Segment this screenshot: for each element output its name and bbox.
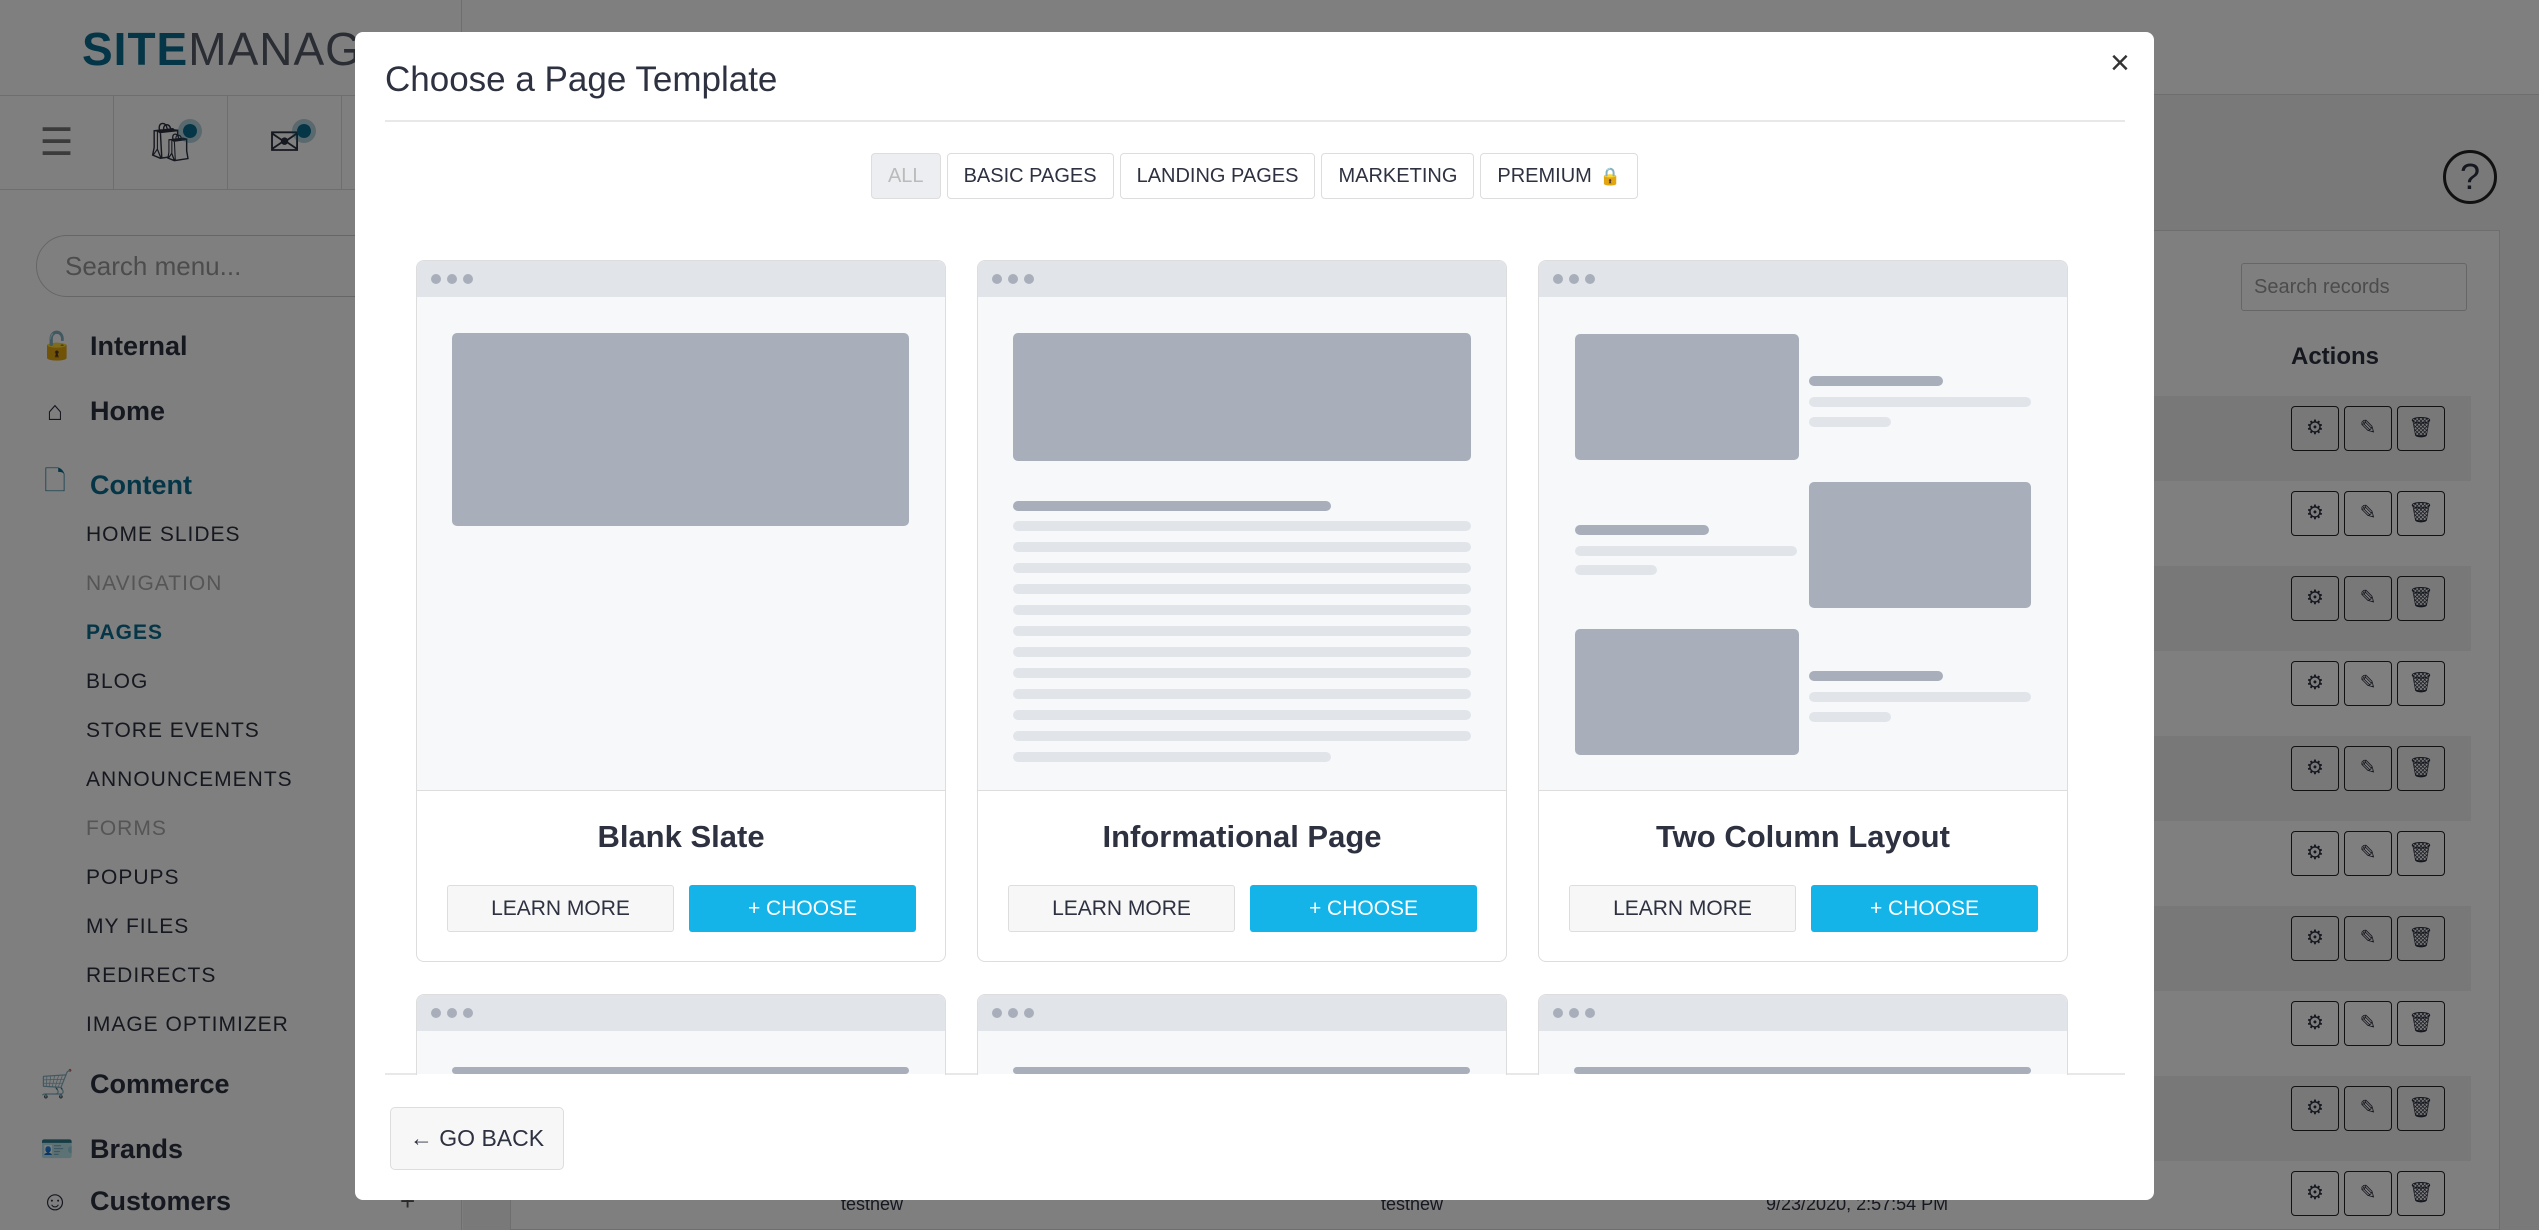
modal-title: Choose a Page Template [385, 60, 778, 99]
template-title: Blank Slate [597, 819, 765, 854]
placeholder-block [1013, 333, 1471, 461]
browser-bar [978, 995, 1506, 1031]
placeholder-block [452, 1067, 909, 1074]
placeholder-line [1013, 731, 1471, 741]
browser-bar [417, 261, 945, 297]
template-preview [417, 1031, 945, 1074]
choose-button[interactable]: + CHOOSE [689, 885, 916, 932]
window-dot-icon [447, 274, 457, 284]
placeholder-block [1013, 1067, 1470, 1074]
filter-label: ALL [887, 165, 924, 187]
browser-bar [1539, 995, 2067, 1031]
card-buttons: LEARN MORE + CHOOSE [1569, 885, 2038, 932]
filter-marketing[interactable]: MARKETING [1321, 153, 1475, 199]
learn-more-button[interactable]: LEARN MORE [1569, 885, 1796, 932]
template-card: Informational Page LEARN MORE + CHOOSE [977, 260, 1507, 962]
placeholder-line [1013, 521, 1471, 531]
card-buttons: LEARN MORE + CHOOSE [1008, 885, 1477, 932]
window-dot-icon [1008, 274, 1018, 284]
placeholder-block [1575, 629, 1799, 755]
template-preview [417, 297, 945, 791]
window-dot-icon [1569, 1008, 1579, 1018]
template-preview [1539, 297, 2067, 791]
placeholder-line [1575, 546, 1797, 556]
placeholder-block [1575, 334, 1799, 460]
window-dot-icon [992, 1008, 1002, 1018]
placeholder-line [1013, 542, 1471, 552]
filter-all[interactable]: ALL [870, 153, 941, 199]
placeholder-block [452, 333, 909, 526]
template-grid[interactable]: Blank Slate LEARN MORE + CHOOSE Information… [385, 222, 2125, 1075]
divider [385, 120, 2125, 122]
window-dot-icon [1553, 1008, 1563, 1018]
template-card: Blank Slate LEARN MORE + CHOOSE [416, 260, 946, 962]
template-card [977, 994, 1507, 1075]
template-card [416, 994, 946, 1075]
window-dot-icon [1585, 274, 1595, 284]
window-dot-icon [431, 1008, 441, 1018]
placeholder-line [1809, 417, 1891, 427]
placeholder-block [1809, 482, 2031, 608]
filter-label: MARKETING [1338, 165, 1458, 187]
window-dot-icon [1008, 1008, 1018, 1018]
placeholder-line [1575, 565, 1657, 575]
filter-label: LANDING PAGES [1136, 165, 1299, 187]
browser-bar [978, 261, 1506, 297]
window-dot-icon [992, 274, 1002, 284]
template-preview [978, 1031, 1506, 1074]
placeholder-line [1013, 501, 1331, 511]
placeholder-line [1013, 689, 1471, 699]
placeholder-line [1013, 563, 1471, 573]
placeholder-line [1013, 752, 1331, 762]
filter-label: BASIC PAGES [963, 165, 1097, 187]
placeholder-line [1013, 605, 1471, 615]
window-dot-icon [1024, 274, 1034, 284]
close-icon[interactable]: × [2110, 44, 2130, 82]
window-dot-icon [431, 274, 441, 284]
filter-premium[interactable]: PREMIUM 🔒 [1480, 153, 1639, 199]
learn-more-button[interactable]: LEARN MORE [1008, 885, 1235, 932]
browser-bar [1539, 261, 2067, 297]
learn-more-button[interactable]: LEARN MORE [447, 885, 674, 932]
window-dot-icon [447, 1008, 457, 1018]
template-title: Informational Page [1102, 819, 1382, 854]
placeholder-line [1013, 710, 1471, 720]
go-back-button[interactable]: ← GO BACK [390, 1107, 564, 1170]
browser-bar [417, 995, 945, 1031]
window-dot-icon [463, 1008, 473, 1018]
window-dot-icon [1569, 274, 1579, 284]
filter-basic-pages[interactable]: BASIC PAGES [946, 153, 1114, 199]
window-dot-icon [1585, 1008, 1595, 1018]
placeholder-line [1809, 712, 1891, 722]
placeholder-line [1809, 692, 2031, 702]
card-buttons: LEARN MORE + CHOOSE [447, 885, 916, 932]
placeholder-line [1013, 626, 1471, 636]
template-preview [978, 297, 1506, 791]
placeholder-line [1013, 584, 1471, 594]
placeholder-line [1809, 376, 1943, 386]
template-card: Two Column Layout LEARN MORE + CHOOSE [1538, 260, 2068, 962]
window-dot-icon [1553, 274, 1563, 284]
placeholder-line [1809, 671, 1943, 681]
window-dot-icon [1024, 1008, 1034, 1018]
choose-button[interactable]: + CHOOSE [1811, 885, 2038, 932]
placeholder-block [1574, 1067, 2031, 1074]
template-modal: Choose a Page Template × ALL BASIC PAGES L… [355, 32, 2154, 1200]
placeholder-line [1013, 647, 1471, 657]
placeholder-line [1013, 668, 1471, 678]
window-dot-icon [463, 274, 473, 284]
template-card [1538, 994, 2068, 1075]
filter-tabs: ALL BASIC PAGES LANDING PAGES MARKETING PREM… [355, 153, 2154, 199]
choose-button[interactable]: + CHOOSE [1250, 885, 1477, 932]
template-preview [1539, 1031, 2067, 1074]
template-title: Two Column Layout [1656, 819, 1950, 854]
filter-landing-pages[interactable]: LANDING PAGES [1119, 153, 1316, 199]
filter-label: PREMIUM [1497, 165, 1592, 187]
placeholder-line [1575, 525, 1709, 535]
lock-icon: 🔒 [1599, 167, 1622, 186]
placeholder-line [1809, 397, 2031, 407]
